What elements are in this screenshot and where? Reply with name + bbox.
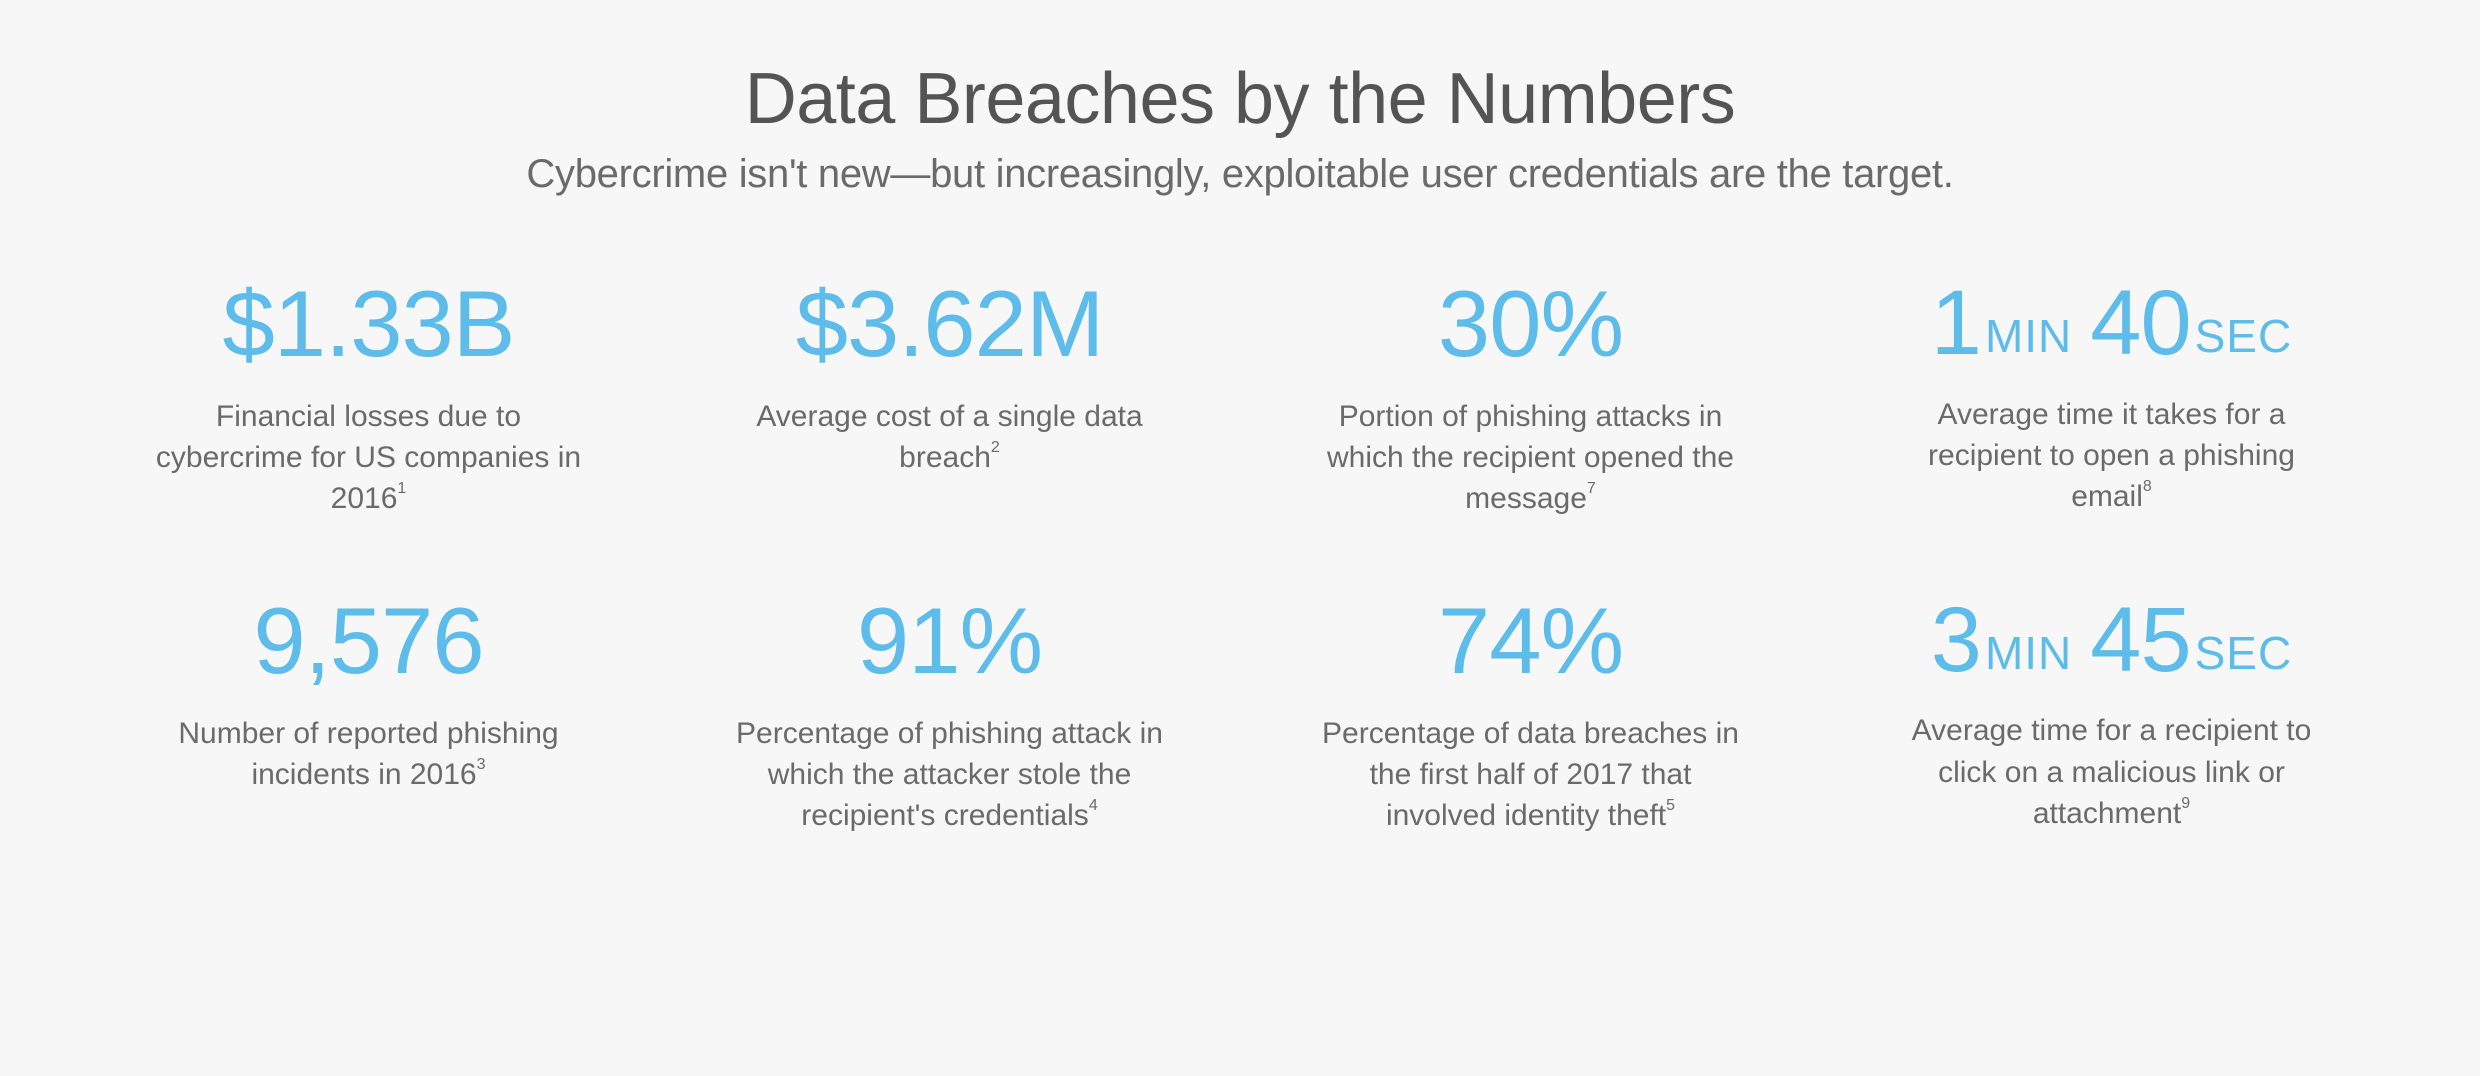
stat-value: $1.33B <box>223 275 515 374</box>
stat-value: $3.62M <box>796 275 1104 374</box>
stat-value: 9,576 <box>253 592 483 691</box>
stat-description: Average time for a recipient to click on… <box>1892 710 2332 834</box>
stat-value: 30% <box>1438 275 1623 374</box>
stat-cell-3: 1MIN 40SEC Average time it takes for a rec… <box>1871 275 2352 520</box>
stat-time-unit: MIN <box>1985 310 2072 362</box>
stat-time-number: 40 <box>2090 272 2190 374</box>
stat-cell-2: 30% Portion of phishing attacks in which … <box>1290 275 1771 520</box>
stat-footnote: 9 <box>2181 795 2190 812</box>
stat-value-time: 3MIN 45SEC <box>1931 592 2292 689</box>
stat-footnote: 7 <box>1587 480 1596 497</box>
stat-description: Portion of phishing attacks in which the… <box>1311 396 1751 520</box>
stats-grid: $1.33B Financial losses due to cybercrime… <box>80 275 2400 837</box>
stat-time-number: 3 <box>1931 589 1981 691</box>
stat-time-number: 1 <box>1931 272 1981 374</box>
stat-time-unit: SEC <box>2195 627 2293 679</box>
stat-cell-1: $3.62M Average cost of a single data brea… <box>709 275 1190 520</box>
stat-value: 74% <box>1438 592 1623 691</box>
stat-time-unit: MIN <box>1985 627 2072 679</box>
stat-description: Financial losses due to cybercrime for U… <box>149 396 589 520</box>
stat-footnote: 2 <box>991 439 1000 456</box>
stat-value: 91% <box>857 592 1042 691</box>
stat-description: Percentage of phishing attack in which t… <box>730 713 1170 837</box>
stat-time-number: 45 <box>2090 589 2190 691</box>
stat-footnote: 1 <box>397 480 406 497</box>
stat-cell-0: $1.33B Financial losses due to cybercrime… <box>128 275 609 520</box>
stat-description: Average cost of a single data breach2 <box>730 396 1170 479</box>
stat-description: Number of reported phishing incidents in… <box>149 713 589 796</box>
stat-time-unit: SEC <box>2195 310 2293 362</box>
stat-footnote: 5 <box>1666 797 1675 814</box>
stat-cell-6: 74% Percentage of data breaches in the fi… <box>1290 592 1771 837</box>
stat-cell-5: 91% Percentage of phishing attack in whic… <box>709 592 1190 837</box>
stat-description: Average time it takes for a recipient to… <box>1892 394 2332 518</box>
stat-description: Percentage of data breaches in the first… <box>1311 713 1751 837</box>
page-title: Data Breaches by the Numbers <box>526 58 1953 140</box>
stat-cell-7: 3MIN 45SEC Average time for a recipient to… <box>1871 592 2352 837</box>
stat-footnote: 8 <box>2143 478 2152 495</box>
stat-footnote: 4 <box>1089 797 1098 814</box>
stat-cell-4: 9,576 Number of reported phishing inciden… <box>128 592 609 837</box>
header-section: Data Breaches by the Numbers Cybercrime … <box>526 58 1953 197</box>
stat-value-time: 1MIN 40SEC <box>1931 275 2292 372</box>
stat-footnote: 3 <box>477 756 486 773</box>
page-subtitle: Cybercrime isn't new—but increasingly, e… <box>526 152 1953 197</box>
